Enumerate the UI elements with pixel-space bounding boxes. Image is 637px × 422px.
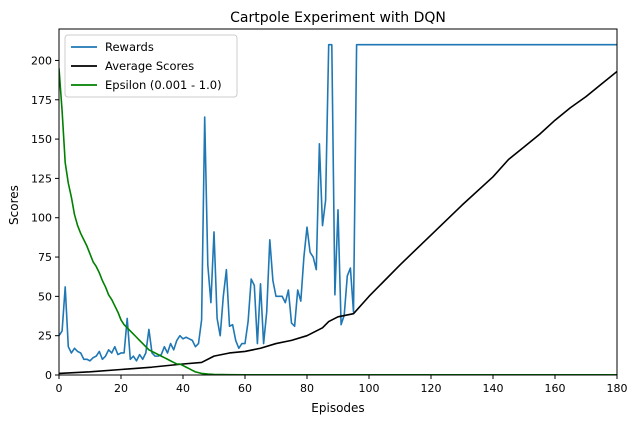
y-tick-label: 25 <box>38 330 52 343</box>
x-tick-label: 140 <box>483 382 504 395</box>
series-line-epsilon-0-001-1-0 <box>59 68 617 375</box>
legend-box <box>64 34 238 98</box>
legend-label: Average Scores <box>105 59 194 73</box>
x-axis-title: Episodes <box>311 401 364 415</box>
y-tick-label: 175 <box>31 94 52 107</box>
legend-label: Rewards <box>105 40 154 54</box>
y-tick-label: 75 <box>38 251 52 264</box>
series-line-average-scores <box>59 70 617 375</box>
y-tick-label: 150 <box>31 133 52 146</box>
y-tick-label: 50 <box>38 290 52 303</box>
x-tick-label: 40 <box>176 382 190 395</box>
x-tick-label: 160 <box>545 382 566 395</box>
x-tick-label: 60 <box>238 382 252 395</box>
x-tick-label: 80 <box>300 382 314 395</box>
chart-title: Cartpole Experiment with DQN <box>230 10 446 26</box>
plot-frame <box>58 28 618 376</box>
x-tick-label: 0 <box>56 382 63 395</box>
x-tick-label: 100 <box>359 382 380 395</box>
legend-label: Epsilon (0.001 - 1.0) <box>105 78 222 92</box>
x-tick-label: 20 <box>114 382 128 395</box>
series-line-rewards <box>59 43 617 362</box>
y-tick-label: 100 <box>31 212 52 225</box>
y-tick-label: 0 <box>45 369 52 382</box>
legend: Rewards Average Scores Epsilon (0.001 - 1.… <box>64 34 238 98</box>
y-tick-label: 125 <box>31 172 52 185</box>
x-tick-label: 180 <box>607 382 628 395</box>
y-axis-title: Scores <box>7 185 21 225</box>
x-tick-label: 120 <box>421 382 442 395</box>
y-tick-label: 200 <box>31 54 52 67</box>
